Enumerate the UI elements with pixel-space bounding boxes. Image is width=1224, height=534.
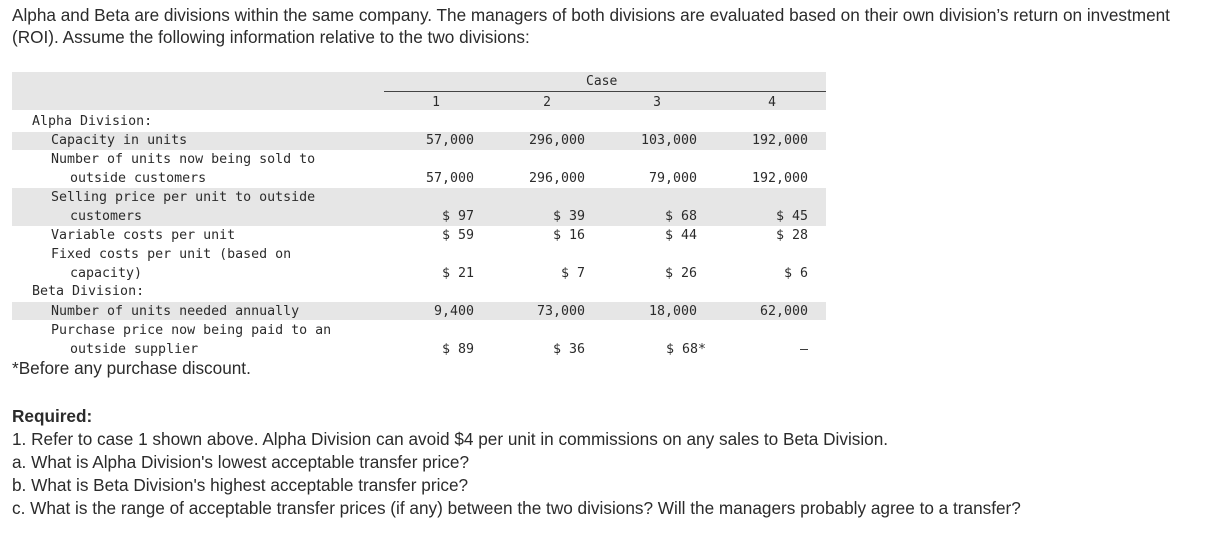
required-question-1: 1. Refer to case 1 shown above. Alpha Di… (12, 429, 889, 449)
table-cell: $ 68 (664, 209, 697, 224)
row-label-purchase-price: Purchase price now being paid to an (51, 323, 332, 338)
table-cell: $ 89 (441, 342, 474, 357)
table-cell: 57,000 (425, 133, 474, 148)
table-cell: 296,000 (528, 171, 585, 186)
table-cell: $ 28 (775, 228, 808, 243)
row-band (12, 188, 826, 226)
table-cell: $ 97 (441, 209, 474, 224)
table-cell: $ 59 (441, 228, 474, 243)
row-label-variable-costs: Variable costs per unit (51, 228, 236, 243)
case-2-header: 2 (543, 95, 551, 110)
table-cell: $ 68* (665, 342, 706, 357)
case-1-header: 1 (432, 95, 440, 110)
case-4-header: 4 (768, 95, 776, 110)
row-band (12, 132, 826, 150)
footnote: *Before any purchase discount. (12, 358, 251, 378)
table-cell: $ 16 (552, 228, 585, 243)
table-cell: 57,000 (425, 171, 474, 186)
required-question-b: b. What is Beta Division's highest accep… (12, 475, 469, 495)
table-cell: $ 44 (664, 228, 697, 243)
row-band (12, 302, 826, 320)
table-cell: – (799, 342, 808, 357)
problem-intro: Alpha and Beta are divisions within the … (12, 5, 1170, 47)
table-cell: $ 45 (775, 209, 808, 224)
row-label-fixed-costs: Fixed costs per unit (based on (51, 247, 292, 262)
row-label-units-sold-cont: outside customers (70, 171, 207, 186)
row-label-fixed-costs-cont: capacity) (70, 266, 143, 281)
case-header: Case (586, 74, 618, 89)
table-cell: 62,000 (759, 304, 808, 319)
table-cell: $ 26 (664, 266, 697, 281)
beta-division-heading: Beta Division: (32, 284, 145, 299)
table-cell: 103,000 (640, 133, 697, 148)
table-cell: 192,000 (751, 171, 808, 186)
table-cell: 79,000 (648, 171, 697, 186)
table-cell: 296,000 (528, 133, 585, 148)
table-cell: $ 7 (560, 266, 585, 281)
table-cell: 9,400 (433, 304, 474, 319)
required-question-a: a. What is Alpha Division's lowest accep… (12, 452, 470, 472)
row-label-purchase-price-cont: outside supplier (70, 342, 199, 357)
table-cell: 73,000 (536, 304, 585, 319)
table-cell: 192,000 (751, 133, 808, 148)
table-cell: $ 21 (441, 266, 474, 281)
case-header-rule (384, 91, 826, 92)
alpha-division-heading: Alpha Division: (32, 114, 153, 129)
table-cell: $ 39 (552, 209, 585, 224)
row-label-units-needed: Number of units needed annually (51, 304, 300, 319)
required-question-c: c. What is the range of acceptable trans… (12, 498, 1021, 518)
row-label-selling-price-cont: customers (70, 209, 143, 224)
required-title: Required: (12, 406, 93, 426)
table-cell: 18,000 (648, 304, 697, 319)
required-section: Required: 1. Refer to case 1 shown above… (12, 405, 1212, 520)
row-label-capacity: Capacity in units (51, 133, 188, 148)
row-label-selling-price: Selling price per unit to outside (51, 190, 316, 205)
table-cell: $ 6 (783, 266, 808, 281)
row-label-units-sold: Number of units now being sold to (51, 152, 316, 167)
table-cell: $ 36 (552, 342, 585, 357)
case-3-header: 3 (653, 95, 661, 110)
